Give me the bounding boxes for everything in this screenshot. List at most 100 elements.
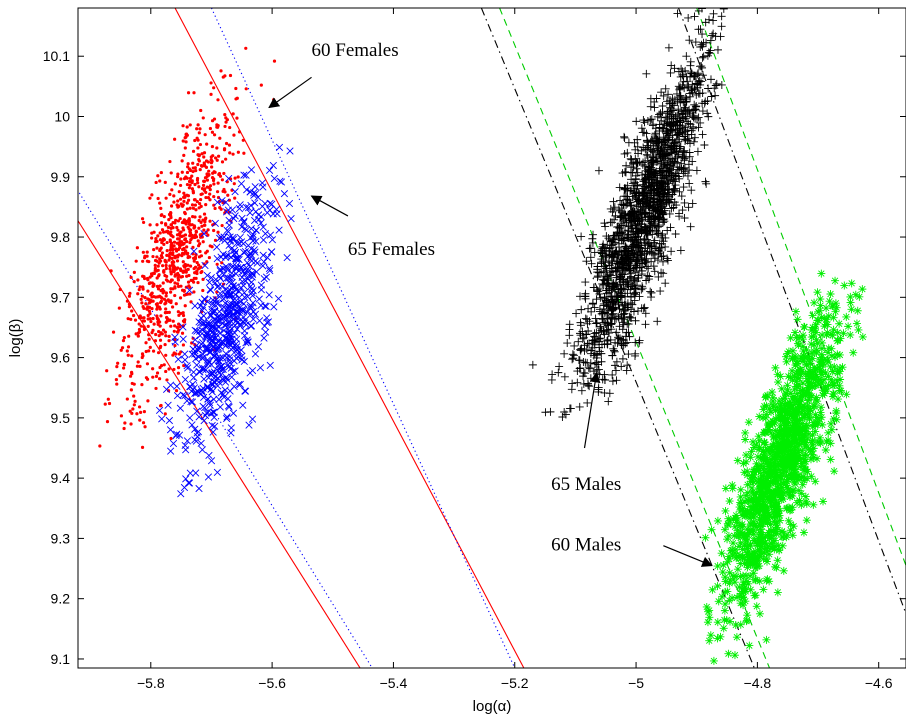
data-point <box>816 301 825 310</box>
x-tick-label: −4.6 <box>865 675 893 691</box>
data-point <box>160 332 164 336</box>
data-point <box>750 443 759 452</box>
data-point <box>629 163 638 172</box>
data-point <box>702 179 711 188</box>
data-point <box>167 218 171 222</box>
data-point <box>598 252 607 261</box>
data-point <box>684 82 693 91</box>
data-point <box>137 405 142 409</box>
data-point <box>630 138 639 147</box>
data-point <box>776 413 785 422</box>
data-point <box>546 407 555 416</box>
data-point <box>200 192 204 196</box>
data-point <box>208 126 213 131</box>
data-point <box>202 161 206 165</box>
data-point <box>241 225 249 233</box>
data-point <box>193 255 197 259</box>
data-point <box>153 263 157 267</box>
data-point <box>693 147 702 156</box>
data-point <box>604 279 613 288</box>
data-point <box>773 588 782 597</box>
data-point <box>794 431 803 440</box>
data-point <box>251 350 260 358</box>
data-point <box>250 216 259 225</box>
data-point <box>592 318 601 327</box>
data-point <box>788 366 797 375</box>
data-point <box>638 284 647 293</box>
data-point <box>582 330 591 339</box>
data-point <box>249 230 257 239</box>
data-point <box>196 239 200 243</box>
data-point <box>241 387 249 395</box>
data-point <box>798 386 807 395</box>
data-point <box>799 437 808 446</box>
data-point <box>270 303 278 311</box>
data-point <box>262 328 270 336</box>
data-point <box>585 339 594 348</box>
data-point <box>745 641 754 650</box>
data-point <box>758 492 767 501</box>
data-point <box>842 390 851 399</box>
data-point <box>661 242 670 251</box>
data-point <box>771 493 780 502</box>
data-point <box>223 311 231 319</box>
data-point <box>604 397 613 406</box>
data-point <box>133 318 138 322</box>
data-point <box>207 286 215 294</box>
data-point <box>129 370 134 374</box>
data-point <box>594 387 603 396</box>
data-point <box>229 409 238 417</box>
data-point <box>624 328 633 337</box>
data-point <box>236 150 240 154</box>
data-point <box>817 353 826 362</box>
data-point <box>776 401 785 410</box>
data-point <box>759 517 768 526</box>
y-tick-label: 9.7 <box>51 289 71 305</box>
data-point <box>698 99 707 108</box>
data-point <box>798 480 807 489</box>
data-point <box>192 290 196 294</box>
data-point <box>652 242 661 251</box>
data-point <box>265 291 273 299</box>
data-point <box>749 495 758 504</box>
data-point <box>730 578 739 587</box>
data-point <box>169 436 173 441</box>
data-point <box>653 317 662 326</box>
data-point <box>570 351 579 360</box>
data-point <box>793 373 802 382</box>
data-point <box>143 256 147 260</box>
data-point <box>116 361 120 365</box>
data-point <box>163 342 167 347</box>
data-point <box>631 349 640 358</box>
data-point <box>639 204 648 213</box>
data-point <box>197 263 201 267</box>
data-point <box>696 42 705 51</box>
data-point <box>192 469 200 477</box>
data-point <box>236 233 244 242</box>
data-point <box>207 172 211 177</box>
data-point <box>755 443 764 452</box>
data-point <box>216 181 220 185</box>
data-point <box>252 268 261 276</box>
data-point <box>826 455 835 464</box>
data-point <box>626 168 635 177</box>
data-point <box>725 596 734 605</box>
data-point <box>229 233 237 242</box>
data-point <box>251 199 259 207</box>
data-point <box>789 485 798 494</box>
data-point <box>628 168 637 177</box>
data-point <box>758 413 767 422</box>
data-point <box>141 274 145 278</box>
data-point <box>686 61 695 70</box>
data-point <box>703 618 712 627</box>
data-point <box>202 228 206 232</box>
reference-line-6 <box>678 8 906 614</box>
data-point <box>779 459 788 468</box>
data-point <box>176 247 181 252</box>
data-point <box>798 379 807 388</box>
data-point <box>156 287 161 291</box>
data-point <box>655 221 664 230</box>
data-point <box>618 236 627 245</box>
data-point <box>643 151 652 160</box>
data-point <box>127 302 132 306</box>
